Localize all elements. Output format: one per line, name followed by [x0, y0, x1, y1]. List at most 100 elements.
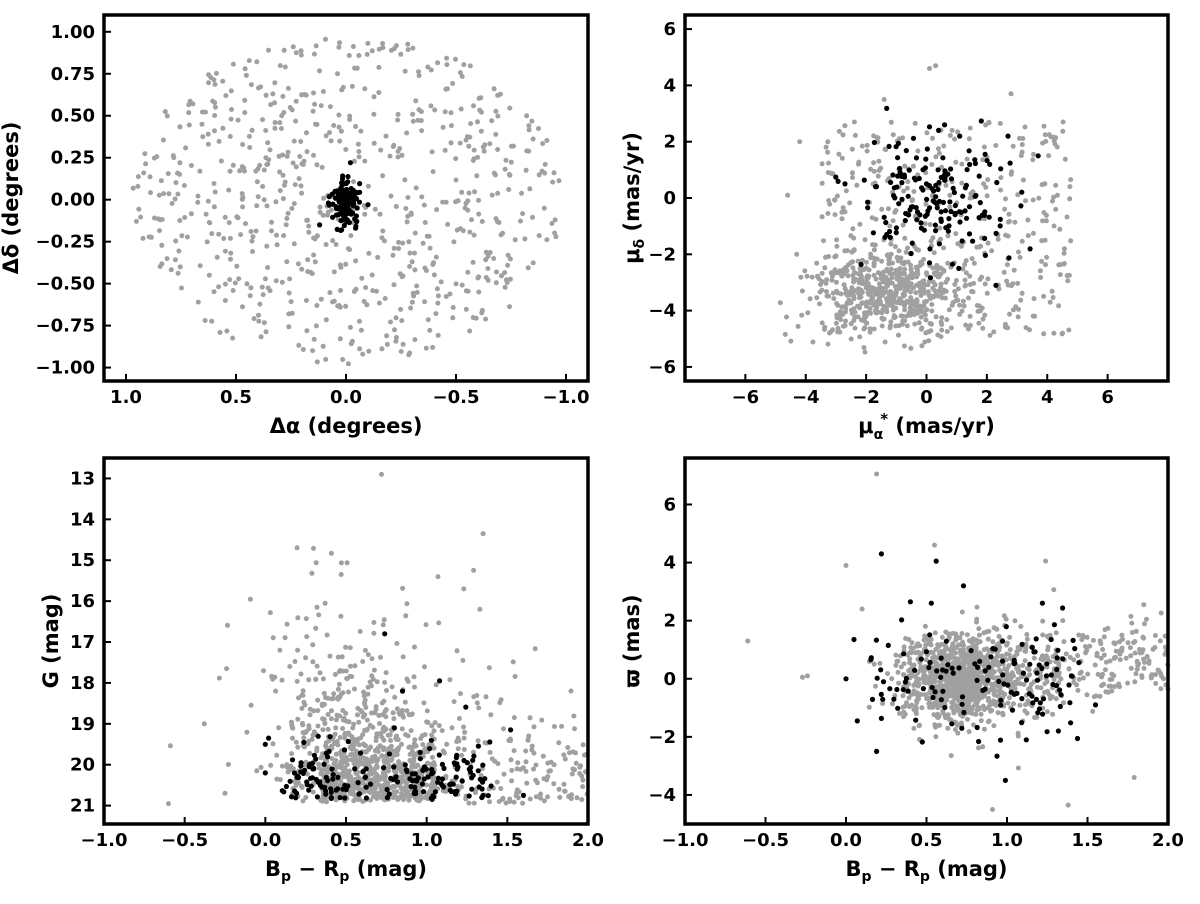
field-star-point — [932, 700, 938, 706]
field-star-point — [350, 44, 356, 49]
member-star-point — [888, 179, 894, 185]
field-star-point — [358, 708, 364, 713]
field-star-point — [367, 764, 373, 770]
member-star-point — [362, 774, 368, 780]
field-star-point — [800, 674, 805, 680]
member-star-point — [1055, 728, 1061, 734]
member-star-point — [360, 769, 366, 775]
field-star-point — [156, 192, 162, 198]
field-star-point — [510, 659, 516, 665]
member-star-point — [459, 778, 465, 784]
field-star-point — [549, 221, 555, 226]
field-star-point — [364, 51, 370, 57]
field-star-point — [921, 677, 926, 683]
field-star-point — [368, 797, 373, 803]
field-star-point — [830, 327, 836, 333]
field-star-point — [909, 198, 915, 204]
member-star-point — [1066, 682, 1072, 688]
field-star-point — [1025, 217, 1031, 223]
field-star-point — [458, 106, 464, 112]
field-star-point — [205, 141, 211, 147]
field-star-point — [859, 606, 865, 612]
field-star-point — [1039, 182, 1045, 188]
field-star-point — [1076, 676, 1082, 682]
field-star-point — [376, 64, 382, 70]
field-star-point — [309, 736, 315, 742]
field-star-point — [298, 183, 304, 189]
y-tick-label: 17 — [70, 632, 95, 653]
field-star-point — [973, 648, 979, 653]
field-star-point — [260, 117, 265, 123]
field-star-point — [154, 154, 160, 160]
field-star-point — [216, 675, 222, 681]
field-star-point — [987, 332, 993, 338]
field-star-point — [1090, 637, 1096, 643]
field-star-point — [413, 743, 419, 749]
field-star-point — [380, 794, 385, 800]
field-star-point — [475, 738, 481, 744]
field-star-point — [996, 633, 1002, 639]
field-star-point — [242, 66, 248, 72]
field-star-point — [1023, 198, 1028, 204]
field-star-point — [372, 206, 378, 212]
field-star-point — [1099, 683, 1105, 689]
field-star-point — [409, 745, 415, 750]
field-star-point — [538, 795, 543, 801]
field-star-point — [795, 323, 801, 329]
field-star-point — [277, 647, 283, 653]
field-star-point — [304, 217, 310, 223]
member-star-point — [964, 167, 970, 173]
member-star-point — [913, 155, 920, 161]
field-star-point — [313, 676, 319, 682]
field-star-point — [311, 708, 317, 714]
field-star-point — [857, 221, 863, 227]
field-star-point — [405, 733, 411, 739]
member-star-point — [974, 724, 980, 731]
field-star-point — [852, 269, 857, 275]
field-star-point — [933, 734, 939, 740]
field-star-point — [861, 318, 867, 324]
field-star-point — [971, 260, 977, 266]
member-star-point — [878, 715, 885, 722]
field-star-point — [393, 315, 399, 321]
field-star-point — [451, 239, 457, 245]
field-star-point — [292, 659, 298, 664]
field-star-point — [957, 674, 963, 680]
field-star-point — [865, 290, 871, 296]
field-star-point — [536, 233, 542, 239]
y-tick-label: −4 — [648, 785, 676, 806]
field-star-point — [204, 239, 210, 245]
field-star-point — [388, 47, 394, 53]
member-star-point — [948, 166, 954, 172]
field-star-point — [942, 713, 948, 718]
field-star-point — [501, 771, 507, 777]
field-star-point — [167, 743, 173, 749]
field-star-point — [896, 248, 902, 254]
x-axis-label: Δα (degrees) — [270, 414, 423, 438]
member-star-point — [339, 180, 345, 186]
field-star-point — [524, 780, 530, 786]
field-star-point — [953, 278, 959, 283]
field-star-point — [468, 121, 474, 127]
field-star-point — [852, 132, 858, 138]
field-star-point — [293, 739, 299, 745]
field-star-point — [1142, 659, 1147, 665]
field-star-point — [400, 777, 406, 783]
field-star-point — [422, 794, 428, 800]
field-star-point — [338, 613, 344, 619]
member-star-point — [940, 688, 946, 694]
field-star-point — [855, 314, 861, 320]
field-star-point — [920, 279, 925, 285]
field-star-point — [474, 173, 480, 179]
field-star-point — [976, 626, 982, 632]
field-star-point — [1117, 648, 1123, 654]
field-star-point — [1066, 327, 1072, 333]
field-star-point — [269, 219, 274, 225]
field-star-point — [1041, 123, 1047, 129]
field-star-point — [854, 182, 860, 188]
field-star-point — [922, 312, 928, 318]
x-tick-label: 0.0 — [830, 830, 862, 851]
field-star-point — [824, 293, 830, 299]
field-star-point — [952, 289, 958, 294]
field-star-point — [884, 279, 890, 285]
